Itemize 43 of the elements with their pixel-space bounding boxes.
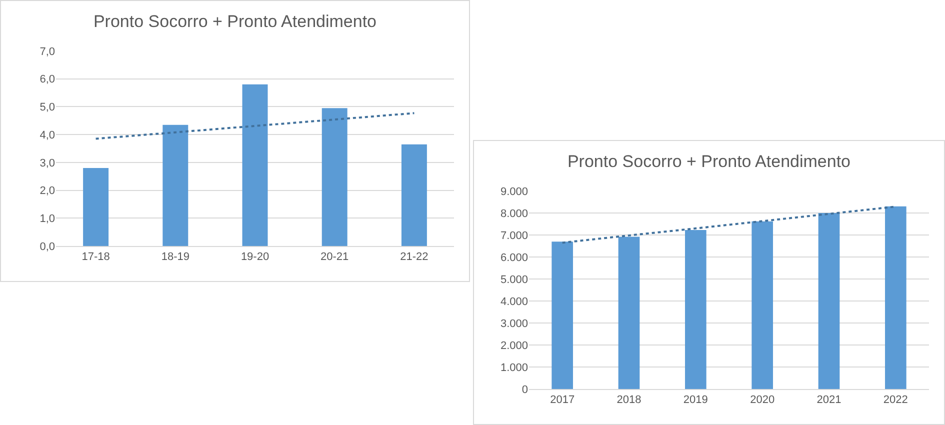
bar <box>162 124 188 246</box>
x-tick-label: 19-20 <box>240 251 270 264</box>
x-tick-label: 2018 <box>616 394 642 406</box>
bar <box>618 236 640 389</box>
x-tick-label: 2020 <box>750 394 775 406</box>
chart-title: Pronto Socorro + Pronto Atendimento <box>567 152 851 172</box>
x-tick-label: 21-22 <box>400 251 428 264</box>
y-tick-label: 6,0 <box>40 74 55 86</box>
x-tick-label: 18-19 <box>161 251 190 264</box>
y-tick-label: 7.000 <box>500 230 528 242</box>
y-tick-label: 4,0 <box>40 129 55 142</box>
y-tick-label: 0,0 <box>40 240 55 253</box>
bar <box>752 221 773 389</box>
bar <box>83 168 109 246</box>
bar <box>322 108 348 246</box>
chart-title: Pronto Socorro + Pronto Atendimento <box>93 12 377 31</box>
bar <box>242 84 268 246</box>
x-tick-label: 2021 <box>816 394 842 406</box>
x-tick-label: 17-18 <box>82 251 110 264</box>
y-tick-label: 9.000 <box>500 186 528 198</box>
y-tick-label: 4.000 <box>500 296 528 308</box>
bar <box>685 230 706 389</box>
bar <box>552 242 573 389</box>
y-tick-label: 1,0 <box>40 212 55 225</box>
y-tick-label: 5,0 <box>40 102 55 114</box>
y-tick-label: 5.000 <box>500 274 528 286</box>
y-tick-label: 1.000 <box>500 362 528 374</box>
line-series <box>94 112 416 140</box>
y-tick-label: 3,0 <box>40 157 55 170</box>
y-tick-label: 6.000 <box>500 252 528 264</box>
y-tick-label: 3.000 <box>500 318 528 330</box>
bar <box>818 213 840 389</box>
bar <box>401 144 427 246</box>
x-tick-label: 2019 <box>683 394 708 406</box>
y-tick-label: 2,0 <box>40 185 55 198</box>
y-tick-label: 7,0 <box>40 46 55 58</box>
x-tick-label: 2022 <box>883 394 908 406</box>
x-tick-label: 2017 <box>550 394 575 406</box>
y-tick-label: 8.000 <box>500 208 528 220</box>
y-tick-label: 0 <box>522 384 528 396</box>
bar <box>885 206 906 389</box>
x-tick-label: 20-21 <box>320 251 349 264</box>
y-tick-label: 2.000 <box>500 340 528 352</box>
